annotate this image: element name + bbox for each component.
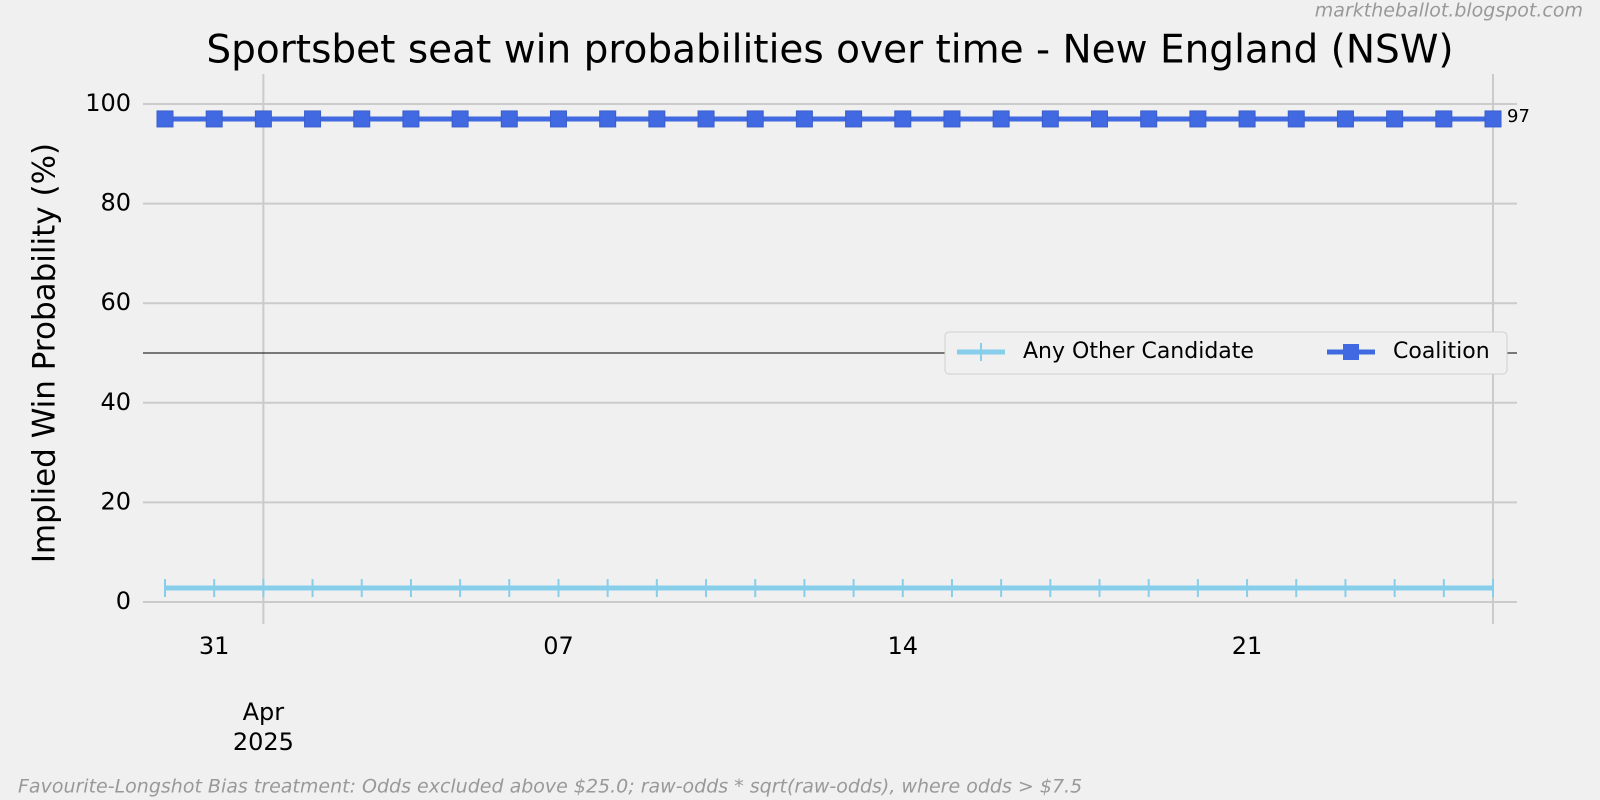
- marker: [1189, 110, 1207, 128]
- x-tick-label: 21: [1231, 632, 1263, 660]
- marker: [943, 110, 961, 128]
- marker: [1484, 110, 1502, 128]
- x-tick-label: Apr 2025: [232, 698, 294, 756]
- marker: [402, 110, 420, 128]
- data-label: 97: [1507, 106, 1530, 127]
- watermark: marktheballot.blogspot.com: [1315, 0, 1583, 22]
- marker: [1336, 110, 1354, 128]
- y-axis-label: Implied Win Probability (%): [27, 143, 63, 563]
- y-tick-label: 60: [100, 288, 131, 316]
- marker: [1091, 110, 1109, 128]
- marker: [599, 110, 617, 128]
- marker: [156, 110, 174, 128]
- marker: [205, 110, 223, 128]
- y-tick-label: 100: [85, 89, 131, 117]
- marker: [1435, 110, 1453, 128]
- legend: Any Other Candidate Coalition: [944, 331, 1508, 375]
- marker: [697, 110, 715, 128]
- marker: [451, 110, 469, 128]
- marker: [549, 110, 567, 128]
- y-tick-label: 80: [100, 189, 131, 217]
- marker: [353, 110, 371, 128]
- marker: [1238, 110, 1256, 128]
- marker: [1140, 110, 1158, 128]
- y-tick-label: 20: [100, 487, 131, 515]
- legend-label: Any Other Candidate: [1023, 339, 1254, 364]
- marker: [304, 110, 322, 128]
- marker: [992, 110, 1010, 128]
- marker: [894, 110, 912, 128]
- marker: [254, 110, 272, 128]
- y-tick-label: 0: [116, 587, 131, 615]
- x-tick-label: 31: [198, 632, 230, 660]
- legend-box: [944, 331, 1508, 375]
- chart-title: Sportsbet seat win probabilities over ti…: [206, 28, 1453, 73]
- y-tick-label: 40: [100, 388, 131, 416]
- marker: [845, 110, 863, 128]
- legend-swatch: [1343, 344, 1359, 360]
- marker: [1041, 110, 1059, 128]
- footnote: Favourite-Longshot Bias treatment: Odds …: [18, 776, 1082, 798]
- marker: [500, 110, 518, 128]
- x-tick-label: 14: [887, 632, 919, 660]
- marker: [746, 110, 764, 128]
- marker: [795, 110, 813, 128]
- marker: [648, 110, 666, 128]
- marker: [1386, 110, 1404, 128]
- marker: [1287, 110, 1305, 128]
- x-tick-label: 07: [543, 632, 574, 660]
- legend-label: Coalition: [1393, 339, 1490, 364]
